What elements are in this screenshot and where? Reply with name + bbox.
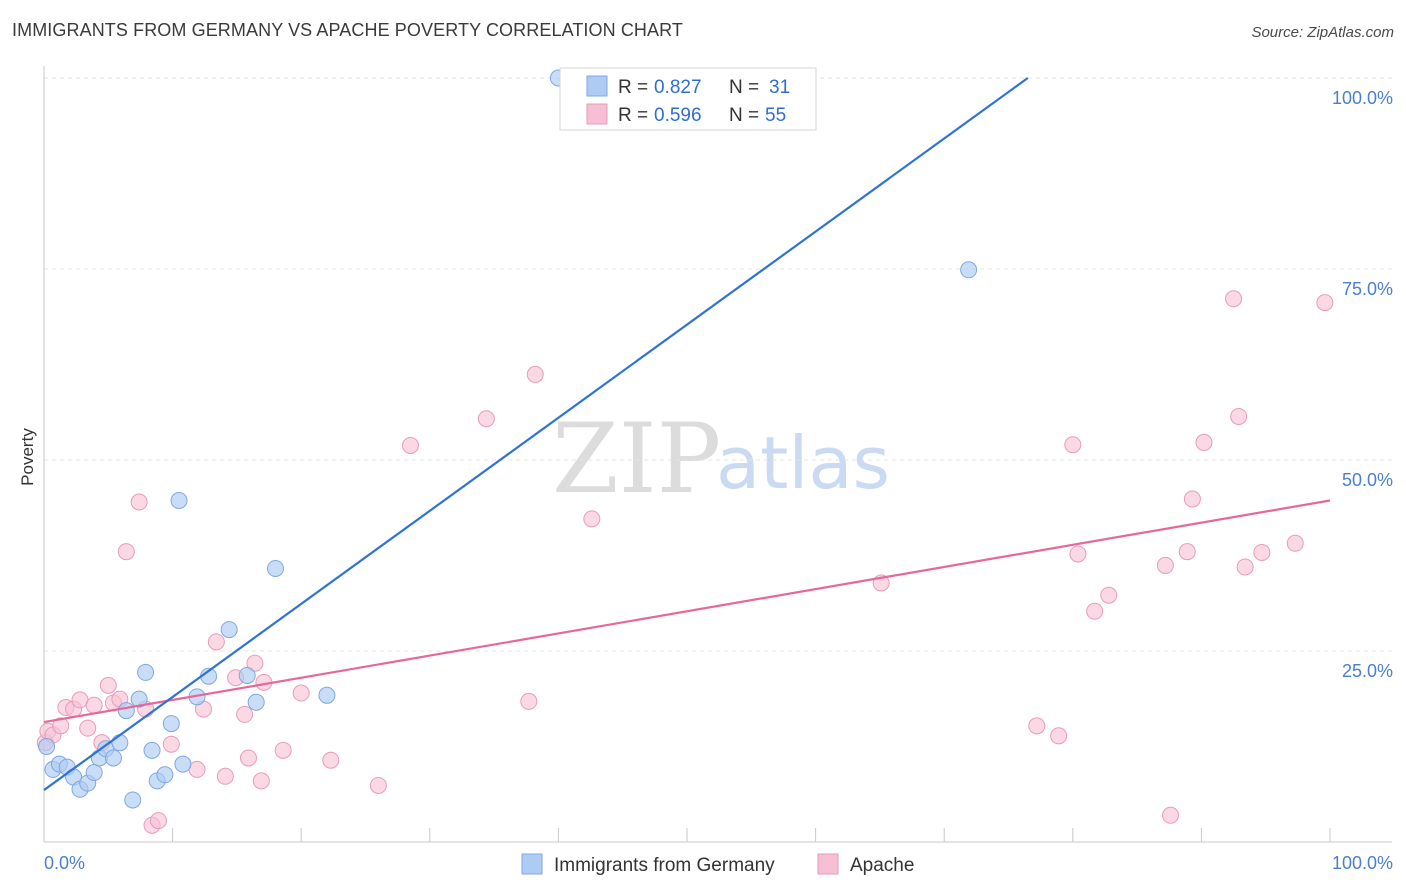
bottom-legend-swatch-germany (521, 853, 543, 875)
apache-point (188, 760, 206, 778)
gridlines (44, 77, 1392, 652)
germany-point (247, 693, 265, 711)
legend-r-label-apache: R = (618, 105, 648, 126)
apache-point (322, 751, 340, 769)
apache-point (1086, 602, 1104, 620)
legend-n-value-apache: 55 (765, 105, 786, 126)
apache-point (216, 767, 234, 785)
apache-point (207, 633, 225, 651)
apache-point (274, 741, 292, 759)
germany-point (238, 666, 256, 684)
apache-trend-line (43, 499, 1331, 724)
germany-point (156, 766, 174, 784)
apache-point (1316, 294, 1334, 312)
apache-points (36, 290, 1334, 834)
apache-point (85, 696, 103, 714)
legend-swatch-germany (586, 75, 608, 97)
apache-point (117, 543, 135, 561)
apache-point (149, 812, 167, 830)
y-tick-label-25: 25.0% (1342, 661, 1393, 681)
germany-point (960, 261, 978, 279)
germany-point (266, 559, 284, 577)
germany-point (124, 791, 142, 809)
apache-point (1230, 407, 1248, 425)
x-tick-label-0: 0.0% (44, 853, 85, 873)
watermark-atlas: atlas (716, 421, 890, 505)
legend-r-value-germany: 0.827 (654, 77, 702, 98)
apache-point (162, 735, 180, 753)
bottom-legend-label-germany: Immigrants from Germany (554, 855, 775, 876)
legend-swatch-apache (586, 103, 608, 125)
legend-n-label-apache: N = (729, 105, 759, 126)
apache-point (1028, 717, 1046, 735)
apache-point (1156, 556, 1174, 574)
legend-box: R = 0.827 N = 31 R = 0.596 N = 55 (559, 67, 817, 131)
germany-point (104, 749, 122, 767)
x-axis-ticks (43, 828, 1331, 842)
germany-point (220, 621, 238, 639)
germany-point (170, 491, 188, 509)
apache-point (583, 510, 601, 528)
apache-point (52, 717, 70, 735)
apache-point (71, 691, 89, 709)
apache-point (246, 654, 264, 672)
germany-points (38, 69, 978, 809)
apache-point (239, 749, 257, 767)
x-tick-label-100: 100.0% (1332, 853, 1393, 873)
apache-point (1286, 534, 1304, 552)
apache-point (1183, 490, 1201, 508)
apache-point (252, 772, 270, 790)
legend-r-value-apache: 0.596 (654, 105, 702, 126)
watermark-zip: ZIP (552, 403, 721, 515)
apache-point (1050, 727, 1068, 745)
source-label: Source: ZipAtlas.com (1251, 24, 1394, 41)
legend-n-label-germany: N = (729, 77, 759, 98)
apache-point (99, 676, 117, 694)
y-tick-label-50: 50.0% (1342, 470, 1393, 490)
apache-point (1236, 558, 1254, 576)
apache-point (1195, 433, 1213, 451)
y-tick-label-100: 100.0% (1332, 88, 1393, 108)
germany-point (38, 738, 56, 755)
germany-point (318, 686, 336, 704)
germany-point (117, 702, 135, 720)
apache-point (79, 719, 97, 737)
y-axis-label: Poverty (18, 428, 37, 486)
apache-point (1253, 543, 1271, 561)
apache-point (526, 365, 544, 383)
apache-point (292, 684, 310, 702)
apache-point (402, 436, 420, 454)
bottom-legend-label-apache: Apache (850, 855, 914, 876)
germany-point (130, 690, 148, 708)
germany-point (137, 663, 155, 681)
germany-point (174, 755, 192, 773)
germany-point (143, 741, 161, 759)
germany-point (85, 763, 103, 781)
apache-point (1100, 586, 1118, 604)
apache-point (236, 705, 254, 723)
bottom-legend: Immigrants from Germany Apache (521, 853, 914, 876)
trend-lines (43, 77, 1331, 791)
apache-point (1225, 290, 1243, 308)
apache-point (369, 776, 387, 794)
germany-point (111, 734, 129, 752)
legend-r-label-germany: R = (618, 77, 648, 98)
watermark: ZIP atlas (552, 403, 890, 515)
germany-trend-line (43, 77, 1029, 791)
legend-n-value-germany: 31 (769, 77, 790, 98)
y-tick-label-75: 75.0% (1342, 279, 1393, 299)
germany-point (162, 715, 180, 733)
apache-point (1178, 543, 1196, 561)
bottom-legend-swatch-apache (817, 853, 839, 875)
apache-point (1162, 806, 1180, 824)
chart-title: IMMIGRANTS FROM GERMANY VS APACHE POVERT… (12, 20, 684, 40)
apache-point (130, 493, 148, 511)
apache-point (1064, 436, 1082, 454)
apache-point (520, 692, 538, 710)
apache-point (1069, 545, 1087, 563)
apache-point (477, 410, 495, 428)
